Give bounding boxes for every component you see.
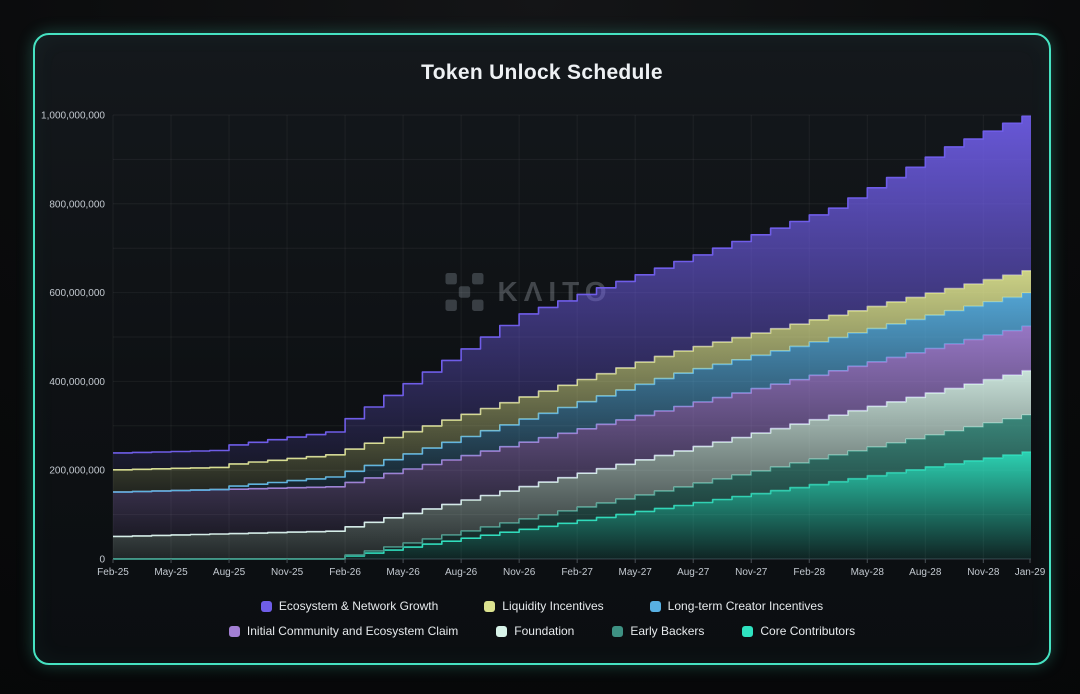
svg-text:Nov-25: Nov-25 [271, 567, 304, 578]
svg-text:Jan-29: Jan-29 [1015, 567, 1046, 578]
area-liquidity [113, 270, 1031, 492]
legend-swatch-creator [649, 600, 661, 612]
svg-text:May-25: May-25 [154, 567, 188, 578]
legend-swatch-core [742, 625, 754, 637]
legend-swatch-eng [260, 600, 272, 612]
svg-text:Nov-26: Nov-26 [503, 567, 536, 578]
svg-text:Aug-26: Aug-26 [445, 567, 478, 578]
chart-title: Token Unlock Schedule [421, 61, 663, 84]
area-foundation [113, 370, 1031, 559]
svg-text:May-27: May-27 [619, 567, 653, 578]
legend-item-ic[interactable]: Initial Community and Ecosystem Claim [228, 624, 459, 638]
svg-text:Nov-27: Nov-27 [735, 567, 768, 578]
svg-text:400,000,000: 400,000,000 [49, 377, 105, 388]
svg-text:Nov-28: Nov-28 [967, 567, 1000, 578]
legend-item-core[interactable]: Core Contributors [742, 624, 855, 638]
legend-label-creator: Long-term Creator Incentives [667, 599, 824, 613]
legend-label-ic: Initial Community and Ecosystem Claim [246, 624, 459, 638]
svg-text:0: 0 [99, 555, 105, 566]
legend-item-liquidity[interactable]: Liquidity Incentives [484, 599, 604, 613]
legend-item-foundation[interactable]: Foundation [496, 624, 574, 638]
svg-text:200,000,000: 200,000,000 [49, 466, 105, 477]
svg-text:Feb-27: Feb-27 [561, 567, 593, 578]
legend-swatch-ic [228, 625, 240, 637]
chart-areas [113, 115, 1031, 560]
svg-text:600,000,000: 600,000,000 [49, 288, 105, 299]
svg-text:May-28: May-28 [851, 567, 885, 578]
legend-swatch-foundation [496, 625, 508, 637]
legend-label-liquidity: Liquidity Incentives [502, 599, 604, 613]
legend-label-core: Core Contributors [760, 624, 856, 638]
legend-item-creator[interactable]: Long-term Creator Incentives [649, 599, 824, 613]
area-eng [113, 116, 1031, 470]
chart-legend-row-2: Initial Community and Ecosystem Claim Fou… [35, 624, 1049, 638]
svg-text:800,000,000: 800,000,000 [49, 199, 105, 210]
svg-text:Feb-25: Feb-25 [97, 567, 129, 578]
unlock-schedule-chart[interactable]: 0 200,000,000 400,000,000 600,000,000 800,00… [35, 35, 1049, 663]
area-ic [113, 326, 1031, 537]
chart-legend-row-1: Ecosystem & Network Growth Liquidity Ince… [35, 599, 1049, 613]
legend-label-eng: Ecosystem & Network Growth [278, 599, 439, 613]
legend-item-early[interactable]: Early Backers [612, 624, 704, 638]
svg-text:Feb-28: Feb-28 [793, 567, 825, 578]
legend-label-early: Early Backers [630, 624, 705, 638]
svg-text:Feb-26: Feb-26 [329, 567, 361, 578]
svg-text:Aug-25: Aug-25 [213, 567, 246, 578]
svg-text:Aug-28: Aug-28 [909, 567, 942, 578]
chart-card: Token Unlock Schedule KΛITO 0 200,000,000… [33, 33, 1051, 665]
axis-labels: 0 200,000,000 400,000,000 600,000,000 800,00… [41, 111, 1046, 579]
legend-swatch-liquidity [484, 600, 496, 612]
svg-text:1,000,000,000: 1,000,000,000 [41, 111, 105, 122]
svg-text:May-26: May-26 [386, 567, 420, 578]
legend-item-eng[interactable]: Ecosystem & Network Growth [260, 599, 439, 613]
line-eng [113, 115, 1031, 454]
svg-text:Aug-27: Aug-27 [677, 567, 710, 578]
area-core [113, 451, 1031, 559]
legend-label-foundation: Foundation [514, 624, 575, 638]
legend-swatch-early [612, 625, 624, 637]
